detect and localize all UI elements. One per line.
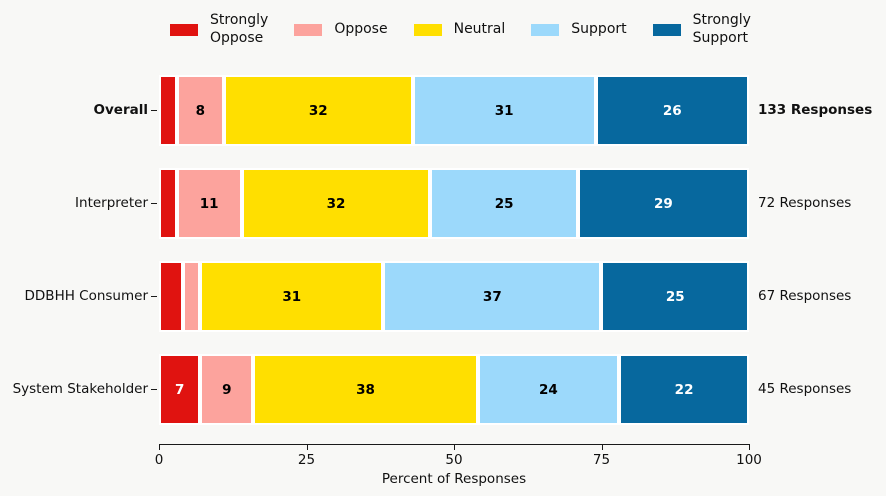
x-tick-mark <box>306 444 308 450</box>
y-axis-label: System Stakeholder <box>12 381 148 397</box>
legend-swatch-icon <box>170 23 198 36</box>
x-tick-label: 25 <box>297 452 316 468</box>
y-tick-mark <box>151 389 157 390</box>
legend-item-support: Support <box>531 20 627 39</box>
bar-segment-neutral: 38 <box>253 354 478 425</box>
value-label: 29 <box>654 195 673 212</box>
bar-segment-strongly-support: 29 <box>577 168 749 239</box>
x-tick-label: 75 <box>592 452 611 468</box>
bar-segment-support: 37 <box>383 261 602 332</box>
y-axis-label: Overall <box>93 102 148 118</box>
legend-label: Strongly Support <box>692 12 751 46</box>
row-total-label: 67 Responses <box>758 288 852 304</box>
y-axis-label: DDBHH Consumer <box>24 288 148 304</box>
bar-segment-strongly-oppose: 7 <box>159 354 201 425</box>
value-label: 11 <box>199 195 219 212</box>
x-tick-label: 0 <box>154 452 164 468</box>
value-label: 31 <box>494 102 514 119</box>
value-label: 25 <box>494 195 514 212</box>
value-label: 25 <box>665 288 685 305</box>
bar-row: 11 32 25 29 <box>159 168 749 239</box>
bar-segment-strongly-oppose <box>159 261 183 332</box>
legend-item-neutral: Neutral <box>413 20 506 39</box>
row-total-label: 45 Responses <box>758 381 852 397</box>
legend-swatch-icon <box>531 23 560 36</box>
value-label: 32 <box>308 102 328 119</box>
legend-swatch-icon <box>294 23 323 36</box>
value-label: 24 <box>538 381 558 398</box>
row-total-label: 72 Responses <box>758 195 852 211</box>
bar-segment-support: 31 <box>412 75 596 146</box>
x-tick-label: 50 <box>445 452 463 468</box>
x-axis-title: Percent of Responses <box>381 471 527 487</box>
y-tick-mark <box>151 110 157 111</box>
legend-swatch-icon <box>413 23 442 36</box>
y-tick-mark <box>151 203 157 204</box>
legend-label: Strongly Oppose <box>210 12 269 46</box>
legend-label: Oppose <box>334 20 388 37</box>
bar-segment-strongly-support: 26 <box>595 75 749 146</box>
x-tick-mark <box>749 444 750 450</box>
bar-segment-neutral: 32 <box>223 75 413 146</box>
bar-segment-strongly-support: 25 <box>601 261 749 332</box>
x-tick-mark <box>454 444 455 450</box>
x-tick-label: 100 <box>736 452 762 468</box>
bar-segment-strongly-oppose <box>159 168 177 239</box>
value-label: 31 <box>282 288 302 305</box>
y-axis-label: Interpreter <box>75 195 148 211</box>
bar-row: 31 37 25 <box>159 261 749 332</box>
bar-segment-support: 24 <box>477 354 620 425</box>
value-label: 8 <box>195 102 205 119</box>
legend-item-strongly-support: Strongly Support <box>652 12 751 47</box>
bar-segment-neutral: 31 <box>200 261 384 332</box>
x-tick-mark <box>159 444 160 450</box>
value-label: 26 <box>662 102 682 119</box>
value-label: 38 <box>356 381 375 398</box>
bar-row: 7 9 38 24 22 <box>159 354 749 425</box>
legend-swatch-icon <box>652 23 681 36</box>
value-label: 32 <box>326 195 346 212</box>
legend-label: Neutral <box>453 20 506 37</box>
bar-segment-neutral: 32 <box>241 168 431 239</box>
legend-item-strongly-oppose: Strongly Oppose <box>170 12 268 47</box>
bar-segment-oppose: 9 <box>200 354 254 425</box>
row-total-label: 133 Responses <box>758 102 873 118</box>
x-tick-mark <box>601 444 603 450</box>
value-label: 7 <box>174 381 185 398</box>
value-label: 37 <box>482 288 502 305</box>
y-tick-mark <box>151 296 157 297</box>
value-label: 22 <box>674 381 694 398</box>
bar-segment-oppose: 11 <box>176 168 242 239</box>
legend-label: Support <box>571 20 627 37</box>
bar-segment-oppose: 8 <box>176 75 224 146</box>
bar-row: 8 32 31 26 <box>159 75 749 146</box>
legend: Strongly Oppose Oppose Neutral Support Stron… <box>170 12 751 47</box>
bar-segment-strongly-support: 22 <box>619 354 749 425</box>
value-label: 9 <box>222 381 232 398</box>
bar-segment-strongly-oppose <box>159 75 177 146</box>
bar-segment-oppose <box>182 261 201 332</box>
legend-item-oppose: Oppose <box>294 20 388 39</box>
bar-segment-support: 25 <box>430 168 578 239</box>
